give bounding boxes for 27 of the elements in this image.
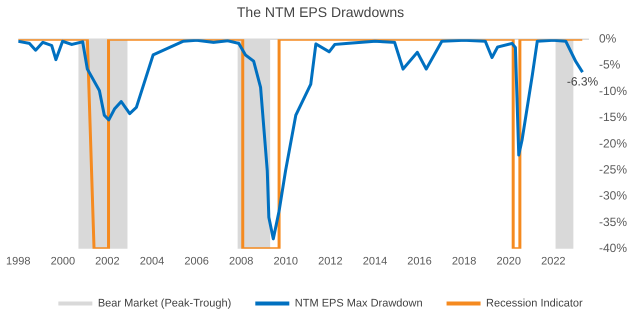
y-tick-label: -30% — [598, 188, 628, 203]
x-tick-label: 2002 — [95, 255, 120, 268]
legend-label: Bear Market (Peak-Trough) — [98, 298, 232, 310]
chart-title: The NTM EPS Drawdowns — [236, 3, 406, 22]
x-tick-label: 2022 — [541, 255, 566, 268]
x-tick-label: 2004 — [140, 255, 164, 268]
x-tick-label: 2014 — [362, 255, 388, 268]
y-tick-label: -20% — [598, 136, 628, 150]
legend-label: NTM EPS Max Drawdown — [294, 298, 423, 310]
y-tick-label: -40% — [598, 241, 628, 256]
x-tick-label: 2008 — [228, 255, 254, 268]
x-tick-label: 2012 — [318, 255, 343, 268]
x-tick-label: 2006 — [184, 255, 209, 268]
annotation: -6.3% — [566, 74, 599, 89]
x-tick-label: 2016 — [407, 255, 432, 268]
y-tick-label: -15% — [598, 110, 628, 124]
x-tick-label: 2020 — [496, 255, 521, 268]
y-tick-label: -25% — [598, 162, 628, 177]
y-tick-label: -10% — [598, 84, 628, 98]
x-tick-label: 2018 — [452, 255, 476, 268]
y-tick-label: -5% — [598, 58, 621, 72]
y-tick-label: -35% — [598, 214, 628, 229]
x-tick-label: 2000 — [50, 255, 76, 268]
legend-label: Recession Indicator — [486, 298, 583, 310]
x-tick-label: 1998 — [6, 255, 30, 268]
y-tick-label: 0% — [598, 32, 617, 46]
x-tick-label: 2010 — [274, 255, 298, 268]
